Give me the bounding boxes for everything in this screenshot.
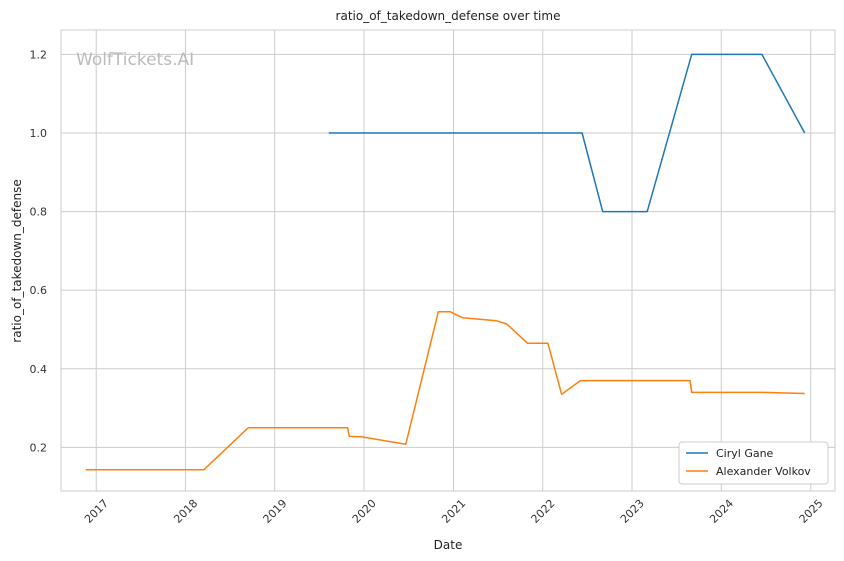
x-tick-label: 2024 [707, 497, 736, 526]
x-tick-label: 2025 [797, 497, 826, 526]
x-tick-label: 2019 [261, 497, 290, 526]
y-axis-label: ratio_of_takedown_defense [10, 179, 24, 342]
plot-area [60, 29, 836, 492]
chart-title: ratio_of_takedown_defense over time [336, 9, 561, 23]
y-axis-ticks: 0.2 0.4 0.6 0.8 1.0 1.2 [30, 48, 48, 454]
x-tick-label: 2017 [82, 497, 111, 526]
legend-label: Ciryl Gane [716, 447, 774, 460]
x-tick-label: 2022 [529, 497, 558, 526]
y-tick-label: 0.8 [30, 206, 48, 219]
x-axis-ticks: 2017 2018 2019 2020 2021 2022 2023 2024 2025 [82, 497, 826, 526]
y-tick-label: 1.2 [30, 48, 48, 61]
legend-label: Alexander Volkov [716, 465, 811, 478]
x-tick-label: 2020 [350, 497, 379, 526]
x-tick-label: 2023 [618, 497, 647, 526]
y-tick-label: 1.0 [30, 127, 48, 140]
watermark: WolfTickets.AI [76, 50, 194, 70]
series-layer [85, 53, 806, 471]
series-line-1 [85, 311, 805, 471]
x-tick-label: 2018 [171, 497, 200, 526]
y-tick-label: 0.6 [30, 284, 48, 297]
series-line-0 [328, 53, 806, 213]
x-tick-label: 2021 [439, 497, 468, 526]
legend: Ciryl Gane Alexander Volkov [678, 441, 829, 485]
x-axis-label: Date [434, 538, 463, 552]
y-tick-label: 0.4 [30, 363, 48, 376]
legend-box [678, 441, 829, 485]
y-tick-label: 0.2 [30, 441, 48, 454]
